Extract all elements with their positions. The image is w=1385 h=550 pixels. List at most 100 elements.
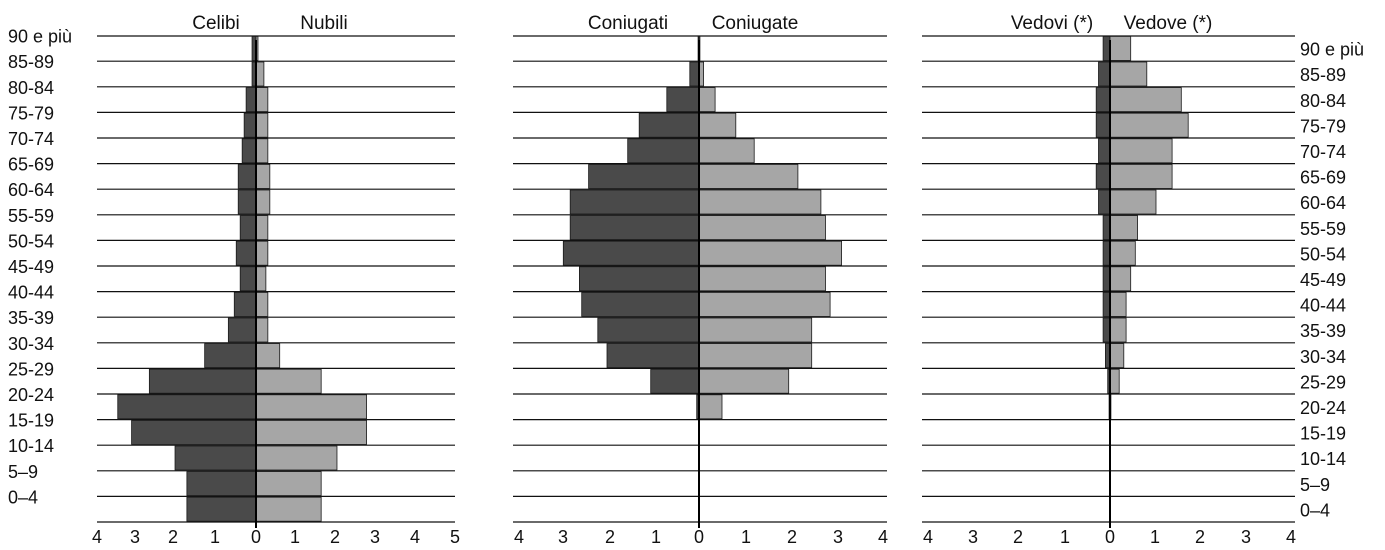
age-label: 25-29: [1300, 372, 1346, 392]
female-bar: [1109, 291, 1127, 317]
x-tick-label: 4: [92, 527, 102, 547]
female-bar: [255, 138, 269, 164]
male-bar: [174, 445, 257, 471]
male-bar: [186, 496, 257, 522]
female-bar: [255, 394, 367, 420]
age-label: 25-29: [8, 359, 54, 379]
male-bar: [588, 163, 700, 189]
age-label: 15-19: [1300, 424, 1346, 444]
age-label: 5–9: [8, 462, 38, 482]
male-bar: [569, 189, 700, 215]
male-bar: [666, 87, 700, 112]
male-bar: [148, 368, 257, 394]
title-coniugati: Coniugati: [588, 13, 668, 34]
female-bar: [1109, 368, 1120, 394]
x-tick-label: 0: [251, 527, 261, 547]
panel-celibi-nubili: Celibi Nubili 4 3 2 1 0 1 2 3 4 5: [92, 13, 460, 547]
male-bar: [562, 240, 700, 266]
age-label: 0–4: [1300, 500, 1330, 520]
title-celibi: Celibi: [192, 13, 240, 34]
title-coniugate: Coniugate: [712, 13, 799, 34]
x-tick-label: 2: [605, 527, 615, 547]
panel-2-marks: 4 3 2 1 0 1 2 3 4: [513, 35, 888, 547]
age-label: 60-64: [8, 180, 54, 200]
female-bar: [698, 112, 737, 138]
age-label: 15-19: [8, 411, 54, 431]
x-tick-label: 2: [168, 527, 178, 547]
age-label: 45-49: [1300, 270, 1346, 290]
x-tick-label: 3: [833, 527, 843, 547]
female-bar: [698, 291, 831, 317]
age-label: 5–9: [1300, 475, 1330, 495]
panel-vedovi-vedove: Vedovi (*) Vedove (*) 4 3 2 1 0 1 2 3 4: [922, 13, 1296, 547]
age-label: 70-74: [8, 129, 54, 149]
age-label: 35-39: [1300, 321, 1346, 341]
x-tick-label: 1: [651, 527, 661, 547]
female-bar: [255, 163, 271, 189]
male-bar: [1098, 189, 1111, 215]
panel-coniugati-coniugate: Coniugati Coniugate 4 3 2 1 0 1 2 3 4: [513, 13, 888, 547]
male-bar: [579, 266, 700, 292]
female-bar: [255, 343, 281, 369]
female-bar: [255, 112, 269, 138]
age-label: 50-54: [1300, 244, 1346, 264]
age-label: 50-54: [8, 231, 54, 251]
title-vedove: Vedove (*): [1124, 13, 1213, 34]
x-tick-label: 0: [694, 527, 704, 547]
male-bar: [638, 112, 700, 138]
male-bar: [239, 266, 257, 292]
x-tick-label: 1: [741, 527, 751, 547]
female-bar: [255, 419, 367, 445]
male-bar: [227, 317, 257, 343]
female-bar: [255, 496, 322, 522]
male-bar: [237, 163, 257, 189]
age-label: 75-79: [1300, 116, 1346, 136]
x-tick-label: 3: [370, 527, 380, 547]
female-bar: [255, 291, 269, 317]
title-nubili: Nubili: [300, 13, 348, 34]
male-bar: [245, 87, 257, 112]
x-tick-label: 2: [787, 527, 797, 547]
female-bar: [698, 87, 716, 112]
male-bar: [131, 419, 257, 445]
male-bar: [597, 317, 700, 343]
female-bar: [1109, 112, 1189, 138]
male-bar: [1095, 163, 1111, 189]
male-bar: [1102, 240, 1111, 266]
female-bar: [698, 163, 799, 189]
age-label: 55-59: [1300, 219, 1346, 239]
female-bar: [255, 189, 271, 215]
male-bar: [689, 61, 700, 87]
x-tick-label: 4: [514, 527, 524, 547]
male-bar: [117, 394, 257, 420]
male-bar: [1102, 266, 1111, 292]
x-tick-label: 3: [968, 527, 978, 547]
male-bar: [581, 291, 700, 317]
age-label: 90 e più: [8, 27, 72, 47]
female-bar: [1109, 87, 1182, 112]
female-bar: [698, 343, 813, 369]
male-bar: [1102, 291, 1111, 317]
x-tick-label: 4: [1286, 527, 1296, 547]
panel-1-marks: 4 3 2 1 0 1 2 3 4 5: [92, 35, 460, 547]
age-label: 30-34: [8, 334, 54, 354]
age-label: 75-79: [8, 103, 54, 123]
female-bar: [1109, 36, 1132, 61]
x-tick-label: 3: [558, 527, 568, 547]
female-bar: [1109, 240, 1136, 266]
male-bar: [204, 343, 257, 369]
x-tick-label: 4: [410, 527, 420, 547]
x-tick-label: 0: [1105, 527, 1115, 547]
female-bar: [698, 266, 826, 292]
age-label: 20-24: [1300, 398, 1346, 418]
female-bar: [255, 471, 322, 497]
x-tick-label: 5: [450, 527, 460, 547]
male-bar: [1098, 61, 1111, 87]
male-bar: [241, 138, 257, 164]
x-tick-label: 1: [1150, 527, 1160, 547]
x-tick-label: 3: [130, 527, 140, 547]
male-bar: [237, 189, 257, 215]
age-label: 65-69: [8, 155, 54, 175]
age-label: 85-89: [8, 52, 54, 72]
age-label: 90 e più: [1300, 40, 1364, 60]
